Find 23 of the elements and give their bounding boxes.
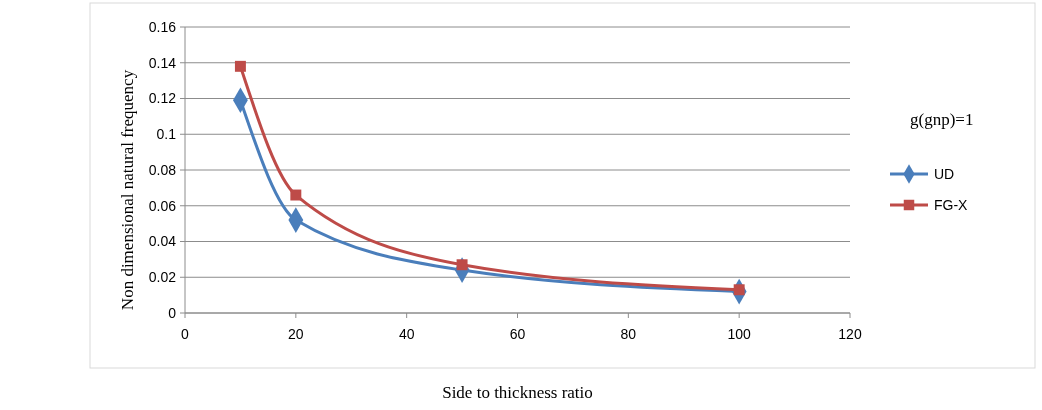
legend-title: g(gnp)=1 xyxy=(910,110,974,129)
point xyxy=(234,60,246,72)
x-tick-label: 40 xyxy=(398,326,415,342)
y-tick-label: 0.02 xyxy=(148,269,177,286)
y-tick-label: 0.1 xyxy=(156,126,177,143)
x-tick-label: 20 xyxy=(288,326,304,342)
y-tick-label: 0 xyxy=(168,304,177,321)
x-tick-label: 100 xyxy=(727,326,752,342)
legend-label: UD xyxy=(934,165,955,182)
y-tick-label: 0.08 xyxy=(148,161,177,178)
y-tick-label: 0.14 xyxy=(148,54,177,71)
legend-label: FG-X xyxy=(934,196,969,213)
y-tick-label: 0.16 xyxy=(148,18,177,35)
y-tick-label: 0.04 xyxy=(148,233,177,250)
y-axis-title: Non dimensional natural frequency xyxy=(118,69,137,311)
point xyxy=(290,189,302,201)
x-tick-label: 0 xyxy=(181,326,190,342)
y-tick-label: 0.12 xyxy=(148,90,177,107)
y-tick-label: 0.06 xyxy=(148,197,177,214)
x-tick-label: 80 xyxy=(620,326,637,342)
x-tick-label: 120 xyxy=(838,326,862,342)
x-axis-title: Side to thickness ratio xyxy=(442,383,593,402)
x-tick-label: 60 xyxy=(509,326,526,342)
